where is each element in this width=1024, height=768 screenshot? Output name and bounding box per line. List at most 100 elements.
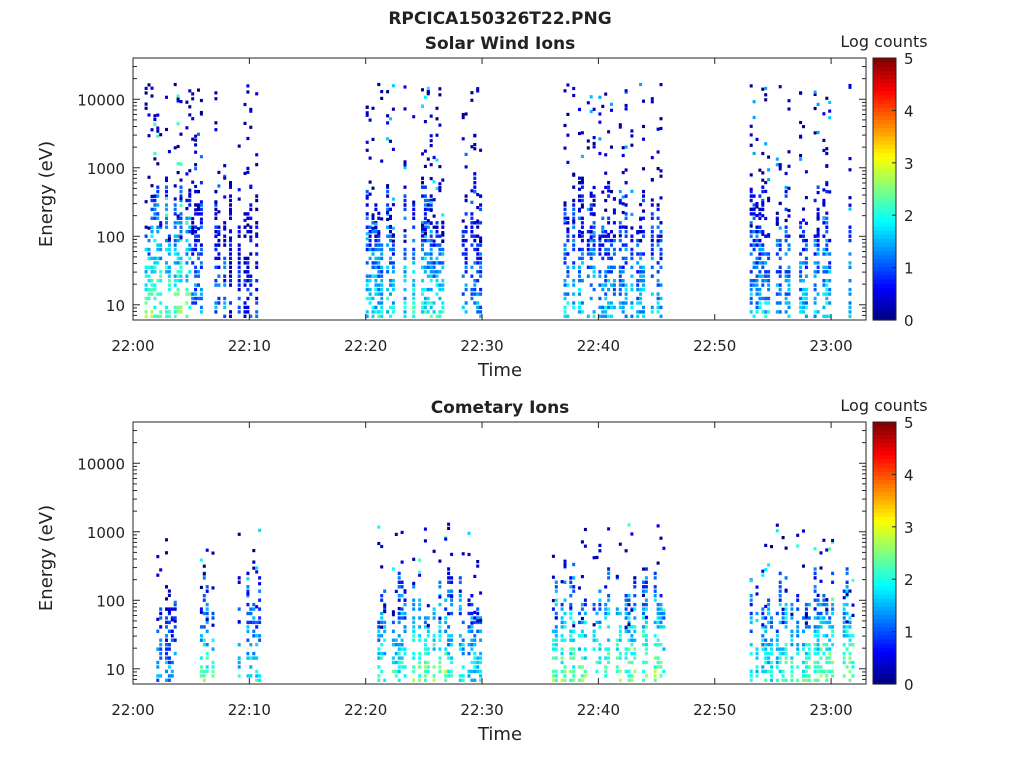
spectrogram-cell xyxy=(796,651,800,656)
spectrogram-cell xyxy=(412,238,416,243)
spectrogram-cell xyxy=(429,139,433,143)
spectrogram-cell xyxy=(589,283,593,287)
spectrogram-cell xyxy=(464,198,468,203)
spectrogram-cell xyxy=(592,314,596,318)
spectrogram-cell xyxy=(246,261,250,265)
colorbar-segment xyxy=(873,287,896,292)
spectrogram-cell xyxy=(179,225,183,229)
spectrogram-cell xyxy=(813,90,817,94)
spectrogram-cell xyxy=(636,231,640,235)
spectrogram-cell xyxy=(755,238,759,243)
spectrogram-cell xyxy=(229,301,232,305)
spectrogram-cell xyxy=(822,594,826,598)
spectrogram-cell xyxy=(831,602,835,607)
spectrogram-cell xyxy=(389,247,392,252)
spectrogram-cell xyxy=(197,227,200,231)
spectrogram-cell xyxy=(778,247,782,252)
spectrogram-cell xyxy=(580,602,584,607)
spectrogram-cell xyxy=(214,91,218,95)
spectrogram-cell xyxy=(458,674,462,678)
spectrogram-cell xyxy=(165,643,168,647)
colorbar-segment xyxy=(873,643,896,648)
spectrogram-cell xyxy=(217,243,221,247)
spectrogram-cell xyxy=(778,243,782,247)
spectrogram-cell xyxy=(813,634,817,638)
spectrogram-cell xyxy=(214,189,218,194)
spectrogram-cell xyxy=(170,660,174,665)
spectrogram-cell xyxy=(775,634,779,638)
spectrogram-cell xyxy=(653,571,657,576)
spectrogram-cell xyxy=(391,247,395,252)
spectrogram-cell xyxy=(374,283,378,287)
spectrogram-cell xyxy=(770,660,773,665)
spectrogram-cell xyxy=(851,634,855,638)
spectrogram-cell xyxy=(368,287,372,292)
spectrogram-cell xyxy=(165,551,168,555)
spectrogram-cell xyxy=(644,607,648,611)
spectrogram-cell xyxy=(165,178,168,183)
spectrogram-cell xyxy=(156,189,160,194)
spectrogram-cell xyxy=(217,238,221,243)
spectrogram-cell xyxy=(188,292,192,296)
spectrogram-cell xyxy=(787,292,791,296)
spectrogram-cell xyxy=(825,634,829,638)
spectrogram-cell xyxy=(807,647,811,651)
spectrogram-cell xyxy=(467,674,471,678)
spectrogram-cell xyxy=(173,234,177,238)
spectrogram-cell xyxy=(563,611,567,616)
spectrogram-cell xyxy=(176,256,180,261)
spectrogram-cell xyxy=(165,221,168,225)
spectrogram-cell xyxy=(371,214,375,218)
spectrogram-cell xyxy=(412,585,416,589)
spectrogram-cell xyxy=(592,136,596,140)
spectrogram-cell xyxy=(191,221,195,225)
spectrogram-cell xyxy=(249,279,253,283)
spectrogram-cell xyxy=(592,634,596,638)
spectrogram-cell xyxy=(464,301,468,305)
spectrogram-cell xyxy=(804,665,808,669)
spectrogram-cell xyxy=(580,656,584,660)
spectrogram-cell xyxy=(813,571,817,576)
spectrogram-cell xyxy=(467,531,471,535)
spectrogram-cell xyxy=(598,660,602,665)
spectrogram-cell xyxy=(167,674,171,678)
spectrogram-cell xyxy=(604,185,608,189)
spectrogram-cell xyxy=(764,314,768,318)
spectrogram-cell xyxy=(179,279,183,283)
spectrogram-cell xyxy=(778,669,782,674)
x-tick-label: 22:20 xyxy=(344,337,387,355)
spectrogram-cell xyxy=(595,660,599,665)
spectrogram-cell xyxy=(816,310,820,314)
spectrogram-cell xyxy=(656,620,660,625)
spectrogram-cell xyxy=(237,576,241,580)
spectrogram-cell xyxy=(423,665,427,669)
spectrogram-cell xyxy=(563,638,567,642)
spectrogram-cell xyxy=(199,98,203,103)
spectrogram-cell xyxy=(656,625,660,629)
spectrogram-cell xyxy=(202,572,206,576)
spectrogram-cell xyxy=(202,678,206,682)
spectrogram-cell xyxy=(787,265,791,269)
spectrogram-cell xyxy=(150,287,154,292)
spectrogram-cell xyxy=(644,567,648,571)
spectrogram-cell xyxy=(778,310,782,314)
spectrogram-cell xyxy=(255,225,259,229)
spectrogram-cell xyxy=(642,270,645,274)
colorbar-segment xyxy=(873,663,896,669)
spectrogram-cell xyxy=(554,634,558,638)
spectrogram-cell xyxy=(624,669,628,674)
spectrogram-cell xyxy=(770,545,773,549)
spectrogram-cell xyxy=(764,296,768,301)
spectrogram-cell xyxy=(237,230,241,234)
spectrogram-cell xyxy=(429,279,433,283)
spectrogram-cell xyxy=(432,678,436,682)
spectrogram-cell xyxy=(365,232,369,236)
spectrogram-cell xyxy=(479,261,483,265)
spectrogram-cell xyxy=(418,598,422,602)
spectrogram-cell xyxy=(551,629,555,633)
spectrogram-cell xyxy=(778,274,782,278)
spectrogram-cell xyxy=(255,634,259,638)
spectrogram-cell xyxy=(580,185,584,189)
spectrogram-cell xyxy=(586,252,590,256)
spectrogram-cell xyxy=(572,647,576,651)
